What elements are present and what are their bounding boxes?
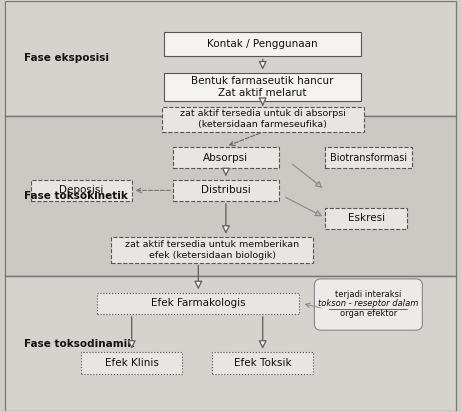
FancyBboxPatch shape [164, 32, 361, 56]
FancyBboxPatch shape [5, 116, 456, 276]
Text: zat aktif tersedia untuk di absorpsi
(ketersidaan farmeseufika): zat aktif tersedia untuk di absorpsi (ke… [180, 109, 346, 129]
Text: Fase toksokinetik: Fase toksokinetik [24, 191, 128, 201]
Text: Bentuk farmaseutik hancur
Zat aktif melarut: Bentuk farmaseutik hancur Zat aktif mela… [191, 76, 334, 98]
FancyBboxPatch shape [164, 73, 361, 101]
FancyBboxPatch shape [5, 276, 456, 411]
FancyBboxPatch shape [173, 180, 279, 201]
Text: terjadi interaksi: terjadi interaksi [335, 290, 402, 299]
Text: Efek Toksik: Efek Toksik [234, 358, 291, 368]
FancyBboxPatch shape [173, 147, 279, 168]
Text: zat aktif tersedia untuk memberikan
efek (ketersidaan biologik): zat aktif tersedia untuk memberikan efek… [125, 240, 299, 260]
Text: Fase eksposisi: Fase eksposisi [24, 53, 109, 63]
FancyBboxPatch shape [81, 352, 182, 374]
FancyBboxPatch shape [325, 208, 408, 229]
Text: Fase toksodinamik: Fase toksodinamik [24, 339, 134, 349]
FancyBboxPatch shape [161, 107, 364, 132]
Text: Distribusi: Distribusi [201, 185, 251, 195]
FancyBboxPatch shape [212, 352, 313, 374]
Text: Biotransformasi: Biotransformasi [330, 152, 407, 163]
Text: tokson - reseptor dalam: tokson - reseptor dalam [318, 299, 419, 308]
FancyBboxPatch shape [314, 279, 422, 330]
Text: Eskresi: Eskresi [348, 213, 384, 223]
Text: Efek Farmakologis: Efek Farmakologis [151, 298, 246, 308]
Text: Kontak / Penggunaan: Kontak / Penggunaan [207, 39, 318, 49]
FancyBboxPatch shape [325, 147, 412, 168]
FancyBboxPatch shape [97, 293, 300, 314]
FancyBboxPatch shape [111, 237, 313, 263]
Text: Absorpsi: Absorpsi [203, 152, 248, 163]
Text: Efek Klinis: Efek Klinis [105, 358, 159, 368]
Text: Deposisi: Deposisi [59, 185, 103, 195]
FancyBboxPatch shape [5, 1, 456, 116]
Text: organ efektor: organ efektor [340, 309, 397, 318]
FancyBboxPatch shape [30, 180, 132, 201]
